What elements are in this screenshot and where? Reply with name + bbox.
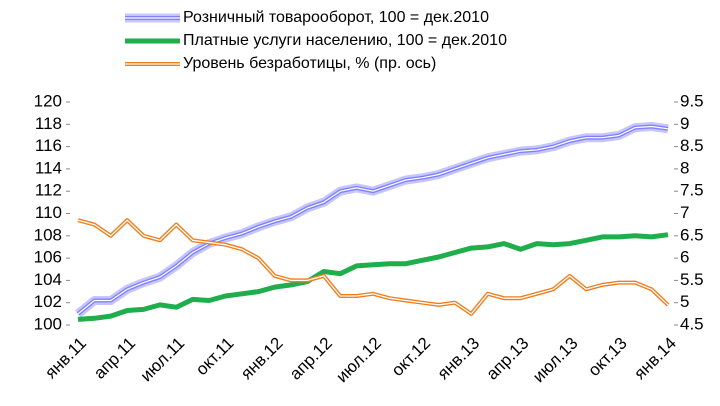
y-tick-label: 106 xyxy=(34,248,62,267)
x-tick-label: апр.12 xyxy=(286,334,336,384)
y2-tick-label: 9.5 xyxy=(680,91,704,110)
x-tick-label: июл.11 xyxy=(137,334,189,386)
y-tick-label: 110 xyxy=(35,203,62,222)
x-tick-label: июл.12 xyxy=(332,334,385,387)
y-tick-label: 112 xyxy=(35,181,62,200)
y2-tick-label: 5.5 xyxy=(680,270,704,289)
x-tick-label: апр.13 xyxy=(482,334,532,384)
x-tick-label: апр.11 xyxy=(90,334,139,383)
y-tick-label: 118 xyxy=(35,114,62,133)
x-tick-label: янв.12 xyxy=(237,334,287,384)
y2-tick-label: 6 xyxy=(680,248,689,267)
y-tick-label: 108 xyxy=(34,225,62,244)
x-tick-label: окт.11 xyxy=(192,334,238,380)
x-tick-label: июл.13 xyxy=(529,334,582,387)
y-tick-label: 116 xyxy=(35,136,62,155)
x-tick-label: окт.12 xyxy=(388,334,434,380)
y2-tick-label: 9 xyxy=(680,114,689,133)
y2-tick-label: 5 xyxy=(680,292,689,311)
y-tick-label: 100 xyxy=(34,314,62,333)
y2-tick-label: 6.5 xyxy=(680,225,704,244)
y2-tick-label: 7 xyxy=(680,203,689,222)
series-line-style xyxy=(77,219,669,315)
y2-tick-label: 7.5 xyxy=(680,181,704,200)
series-line xyxy=(77,232,669,322)
x-tick-label: окт.13 xyxy=(584,334,630,380)
legend-label: Платные услуги населению, 100 = дек.2010 xyxy=(183,32,507,49)
legend-label: Розничный товарооборот, 100 = дек.2010 xyxy=(183,9,489,26)
y-tick-label: 102 xyxy=(34,292,62,311)
y2-tick-label: 4.5 xyxy=(680,314,704,333)
y2-tick-label: 8.5 xyxy=(680,136,704,155)
x-tick-label: янв.14 xyxy=(630,334,680,384)
y-tick-label: 114 xyxy=(35,158,62,177)
y2-tick-label: 8 xyxy=(680,158,689,177)
legend-label: Уровень безработицы, % (пр. ось) xyxy=(183,55,436,72)
y-tick-label: 120 xyxy=(34,91,62,110)
x-tick-label: янв.11 xyxy=(41,334,90,383)
y-tick-label: 104 xyxy=(34,270,62,289)
series-line-style xyxy=(77,125,669,315)
x-tick-label: янв.13 xyxy=(434,334,484,384)
